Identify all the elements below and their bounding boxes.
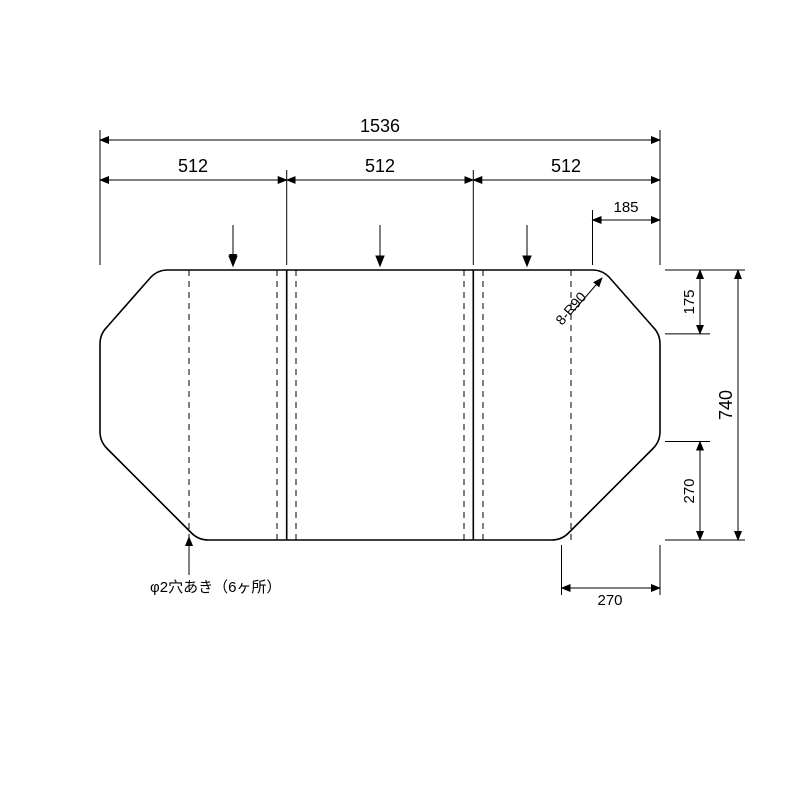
panel-divisions [287,270,474,540]
hole-centerlines [189,270,571,540]
dim-chamfer-x-value: 185 [613,199,638,216]
dim-bottom-x: 270 [562,545,661,609]
dim-seg3-value: 512 [551,156,581,176]
dim-seg1-value: 512 [178,156,208,176]
dim-right-side: 175 740 270 [665,270,745,540]
dim-height-value: 740 [716,390,736,420]
dim-chamfer-x: 185 [593,199,661,265]
dim-seg2-value: 512 [365,156,395,176]
radius-callout: 8-R90 [552,278,602,328]
dim-top-overall-value: 1536 [360,116,400,136]
hole-note-text: φ2穴あき（6ヶ所） [150,579,281,596]
hole-note: φ2穴あき（6ヶ所） [150,536,281,596]
hole-pointer-arrows [229,225,531,266]
dim-chamfer-y-value: 175 [681,289,698,314]
dim-bottom-y-value: 270 [681,478,698,503]
dim-bottom-x-value: 270 [597,592,622,609]
technical-drawing: 1536 512 512 512 185 [0,0,800,800]
